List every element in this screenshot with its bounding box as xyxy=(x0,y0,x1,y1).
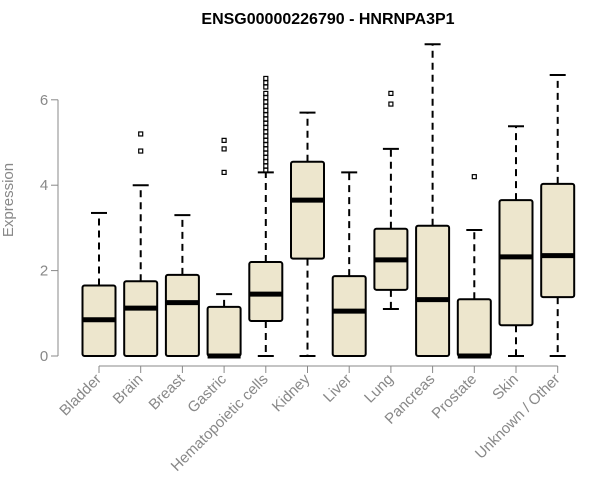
y-tick-label: 0 xyxy=(40,348,48,365)
outlier-point xyxy=(263,142,269,148)
outlier-point xyxy=(263,116,269,122)
box-body xyxy=(248,261,284,322)
outlier-point xyxy=(138,131,144,137)
outlier-point xyxy=(388,101,394,107)
box-breast xyxy=(164,214,200,357)
x-tick-label: Brain xyxy=(110,371,147,408)
outlier-point xyxy=(263,129,269,135)
box-body xyxy=(498,199,534,327)
box-body xyxy=(456,298,492,358)
outlier-point xyxy=(263,99,269,105)
box-body xyxy=(164,273,200,357)
outlier-point xyxy=(263,107,269,114)
box-prostate xyxy=(456,174,492,359)
outlier-point xyxy=(263,112,269,118)
outlier-point xyxy=(471,174,477,180)
outlier-point xyxy=(221,169,227,175)
x-tick-label: Skin xyxy=(489,371,522,404)
box-pancreas xyxy=(415,43,451,357)
outlier-point xyxy=(221,146,227,152)
box-gastric xyxy=(206,137,242,359)
box-body xyxy=(415,224,451,357)
outlier-point xyxy=(263,133,269,139)
box-body xyxy=(331,275,367,357)
outlier-point xyxy=(263,159,269,165)
box-bladder xyxy=(81,211,117,358)
box-body xyxy=(206,305,242,357)
outlier-point xyxy=(263,124,269,131)
box-kidney xyxy=(290,111,325,357)
y-tick-label: 4 xyxy=(40,177,48,194)
outlier-point xyxy=(263,95,269,101)
outlier-point xyxy=(138,148,144,154)
x-tick-label: Breast xyxy=(146,370,189,413)
box-skin xyxy=(498,125,534,357)
x-tick-label: Liver xyxy=(320,371,355,406)
box-unknown-other xyxy=(540,74,576,357)
x-tick-label: Bladder xyxy=(56,371,105,420)
outlier-point xyxy=(263,80,269,86)
y-tick-label: 6 xyxy=(40,92,48,109)
box-liver xyxy=(331,171,367,357)
box-lung xyxy=(373,90,409,311)
outlier-point xyxy=(263,150,269,156)
x-tick-label: Prostate xyxy=(429,371,481,423)
box-hematopoietic-cells xyxy=(248,75,284,357)
box-body xyxy=(290,160,325,260)
outlier-point xyxy=(263,154,269,161)
outlier-point xyxy=(263,75,269,82)
outlier-point xyxy=(263,84,269,90)
outlier-point xyxy=(263,90,269,96)
y-tick-label: 2 xyxy=(40,263,48,280)
outlier-point xyxy=(388,90,394,96)
boxes-group xyxy=(81,43,576,359)
outlier-point xyxy=(263,146,269,152)
outlier-point xyxy=(263,103,269,109)
x-tick-label: Kidney xyxy=(269,370,314,415)
outlier-point xyxy=(263,137,269,143)
y-axis: 0 2 4 6 xyxy=(40,92,59,365)
box-body xyxy=(540,182,576,299)
outlier-point xyxy=(221,137,227,143)
y-axis-label: Expression xyxy=(0,163,17,237)
chart-title: ENSG00000226790 - HNRNPA3P1 xyxy=(201,11,454,28)
outlier-point xyxy=(263,120,269,126)
box-body xyxy=(123,280,159,357)
box-brain xyxy=(123,131,159,357)
x-tick-label: Lung xyxy=(361,371,397,407)
outlier-point xyxy=(263,163,269,169)
